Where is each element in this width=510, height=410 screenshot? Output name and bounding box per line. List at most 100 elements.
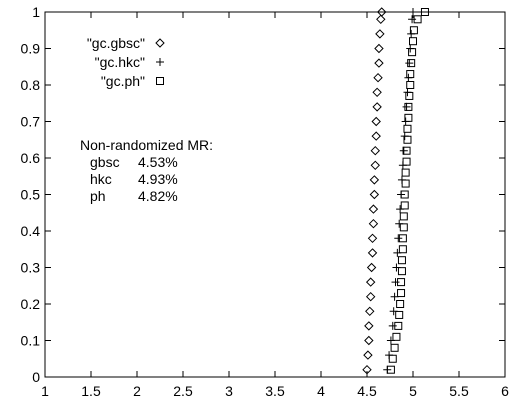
x-tick-label: 6 <box>501 383 509 399</box>
data-point <box>406 70 415 79</box>
data-point <box>413 15 422 24</box>
data-point <box>404 102 413 111</box>
y-tick-label: 0.4 <box>21 223 41 239</box>
data-point <box>367 248 378 258</box>
data-point <box>403 124 412 133</box>
data-point <box>371 116 381 127</box>
data-point <box>404 113 413 122</box>
data-point <box>363 350 373 360</box>
x-tick-label: 3.5 <box>265 383 285 399</box>
data-point <box>408 15 417 24</box>
data-point <box>391 278 400 287</box>
data-point <box>405 59 414 68</box>
data-point <box>402 146 411 155</box>
data-point <box>397 256 406 265</box>
data-point <box>371 131 381 141</box>
data-point <box>390 343 399 352</box>
y-tick-label: 0.7 <box>21 114 41 130</box>
x-tick-label: 2 <box>133 383 141 399</box>
data-point <box>370 160 380 171</box>
data-point <box>397 289 406 298</box>
legend-marker-1 <box>156 58 164 66</box>
data-point <box>376 14 386 25</box>
series-2 <box>386 8 429 374</box>
data-point <box>372 87 382 98</box>
data-point <box>409 37 417 46</box>
data-point <box>362 364 372 375</box>
annotation-heading: Non-randomized MR: <box>80 137 213 153</box>
data-point <box>364 335 374 346</box>
y-tick-label: 0 <box>32 369 40 385</box>
axis-ticks: 1 1.5 2 2.5 3 3.5 4 4.5 5 5.5 6 0 0.1 0.2 0.3 0.4 0.5 0.6… <box>21 4 510 399</box>
x-tick-label: 5 <box>409 383 417 399</box>
data-point <box>399 146 408 155</box>
annotation-box: Non-randomized MR: gbsc 4.53% hkc 4.93% … <box>80 137 213 204</box>
data-point <box>397 267 406 276</box>
data-point <box>403 135 412 144</box>
data-point <box>370 145 380 156</box>
data-point <box>369 189 380 200</box>
data-point <box>375 29 385 39</box>
data-point <box>399 223 408 232</box>
data-point <box>365 277 376 287</box>
annotation-label-ph: ph <box>90 188 106 204</box>
y-tick-label: 0.5 <box>21 187 41 203</box>
data-point <box>400 190 409 199</box>
x-tick-label: 2.5 <box>173 383 193 399</box>
x-tick-label: 5.5 <box>449 383 469 399</box>
y-tick-label: 0.6 <box>21 150 41 166</box>
x-tick-label: 4 <box>317 383 325 399</box>
data-point <box>366 262 377 273</box>
data-point <box>374 58 384 68</box>
data-point <box>388 321 397 330</box>
data-point <box>401 168 410 177</box>
x-tick-label: 4.5 <box>357 383 377 399</box>
data-point <box>374 43 384 54</box>
data-point <box>409 26 418 35</box>
data-point <box>395 310 404 319</box>
data-point <box>368 218 379 229</box>
series-0 <box>362 7 387 375</box>
data-point <box>388 354 397 363</box>
data-point <box>365 291 376 302</box>
data-point <box>368 204 379 214</box>
x-tick-label: 3 <box>225 383 233 399</box>
y-tick-label: 1 <box>32 4 40 20</box>
legend-label-gbsc: "gc.gbsc" <box>87 35 145 51</box>
data-point <box>377 7 387 17</box>
annotation-value-gbsc: 4.53% <box>138 154 178 170</box>
data-point <box>397 278 406 287</box>
data-point <box>373 72 383 83</box>
data-marks <box>362 7 429 375</box>
y-tick-label: 0.8 <box>21 77 41 93</box>
y-tick-label: 0.3 <box>21 260 41 276</box>
data-point <box>420 8 429 16</box>
annotation-value-hkc: 4.93% <box>138 171 178 187</box>
data-point <box>372 102 382 112</box>
annotation-label-hkc: hkc <box>90 171 112 187</box>
x-tick-label: 1 <box>41 383 49 399</box>
data-point <box>398 234 407 243</box>
data-point <box>394 321 403 330</box>
legend-marker-2 <box>156 77 164 85</box>
data-point <box>367 233 378 244</box>
data-point <box>369 175 380 185</box>
data-point <box>402 157 411 166</box>
data-point <box>399 212 408 221</box>
data-point <box>400 201 409 210</box>
data-point <box>405 91 414 100</box>
data-point <box>398 245 407 254</box>
data-point <box>394 234 403 243</box>
data-point <box>402 102 411 111</box>
legend-label-ph: "gc.ph" <box>101 73 145 89</box>
legend-label-hkc: "gc.hkc" <box>95 54 145 70</box>
data-point <box>365 306 375 317</box>
data-point <box>408 48 417 57</box>
data-point <box>406 81 415 89</box>
data-point <box>392 332 401 341</box>
y-tick-label: 0.9 <box>21 41 41 57</box>
x-tick-label: 1.5 <box>81 383 101 399</box>
data-point <box>364 321 374 331</box>
y-tick-label: 0.2 <box>21 296 41 312</box>
